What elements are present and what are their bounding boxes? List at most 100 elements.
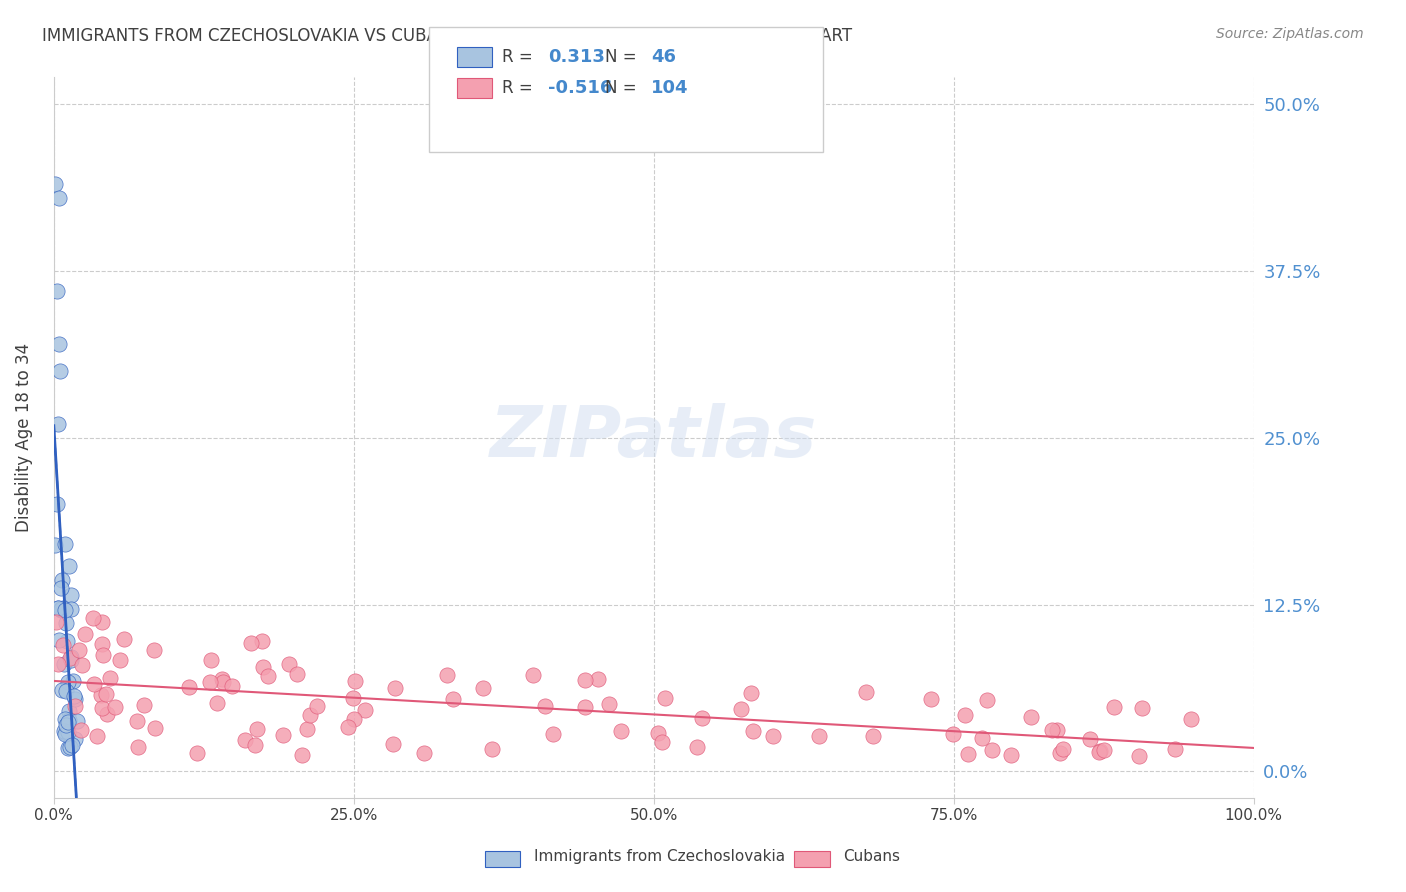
Point [976,692,998,706]
Point [955,708,977,723]
Point [56,715,79,730]
Point [59,650,82,665]
Point [273,728,295,742]
Point [55,726,77,740]
Point [742,723,765,738]
Point [212,674,235,689]
Text: N =: N = [605,79,636,97]
Point [239,636,262,650]
Point [46,498,69,512]
Point [90,701,112,715]
Point [52,723,75,738]
Point [610,724,633,739]
Point [574,700,596,714]
Point [278,657,301,671]
Text: Cubans: Cubans [844,849,901,863]
Point [143,722,166,736]
Point [91,648,114,662]
Point [44,178,66,192]
Point [1094,743,1116,757]
Point [46,284,69,298]
Text: IMMIGRANTS FROM CZECHOSLOVAKIA VS CUBAN DISABILITY AGE 18 TO 34 CORRELATION CHAR: IMMIGRANTS FROM CZECHOSLOVAKIA VS CUBAN … [42,27,852,45]
Point [56,725,79,739]
Point [125,714,148,728]
Point [90,615,112,629]
Point [45,615,67,629]
Text: 0.313: 0.313 [548,48,605,66]
Text: R =: R = [502,48,533,66]
Point [586,672,609,686]
Point [108,653,131,667]
Point [59,740,82,755]
Point [58,740,80,755]
Point [46,657,69,672]
Point [96,706,118,721]
Point [58,713,80,727]
Point [1000,747,1022,762]
Point [48,632,70,647]
Point [252,659,274,673]
Point [59,588,82,602]
Point [1046,723,1069,737]
Text: Immigrants from Czechoslovakia: Immigrants from Czechoslovakia [534,849,786,863]
Text: ZIPatlas: ZIPatlas [491,403,817,472]
Point [436,667,458,681]
Point [343,673,366,688]
Y-axis label: Disability Age 18 to 34: Disability Age 18 to 34 [15,343,32,533]
Point [46,600,69,615]
Point [243,739,266,753]
Point [1019,709,1042,723]
Point [143,643,166,657]
Point [96,687,118,701]
Point [69,642,91,657]
Point [207,696,229,710]
Point [83,677,105,691]
Point [343,712,366,726]
Point [246,722,269,736]
Point [1130,701,1153,715]
Point [920,691,942,706]
Point [211,672,233,686]
Point [730,702,752,716]
Text: R =: R = [502,79,533,97]
Point [651,734,673,748]
Point [53,712,76,726]
Point [63,732,86,747]
Point [1078,731,1101,746]
Text: -0.516: -0.516 [548,79,613,97]
Point [48,600,70,615]
Point [63,691,86,706]
Point [90,637,112,651]
Text: Source: ZipAtlas.com: Source: ZipAtlas.com [1216,27,1364,41]
Point [686,740,709,755]
Point [53,603,76,617]
Text: 46: 46 [651,48,676,66]
Point [198,675,221,690]
Text: 104: 104 [651,79,689,97]
Point [970,731,993,746]
Point [75,627,97,641]
Point [354,703,377,717]
Point [647,726,669,740]
Point [342,690,364,705]
Point [233,733,256,747]
Point [62,738,84,752]
Point [52,657,75,672]
Point [1040,723,1063,737]
Point [481,741,503,756]
Point [200,653,222,667]
Point [862,729,884,743]
Point [1052,742,1074,756]
Point [89,689,111,703]
Point [104,700,127,714]
Point [441,692,464,706]
Point [413,746,436,760]
Point [48,337,70,351]
Point [56,633,79,648]
Point [86,730,108,744]
Point [1102,699,1125,714]
Point [98,671,121,685]
Point [740,686,762,700]
Point [58,558,80,573]
Point [70,723,93,738]
